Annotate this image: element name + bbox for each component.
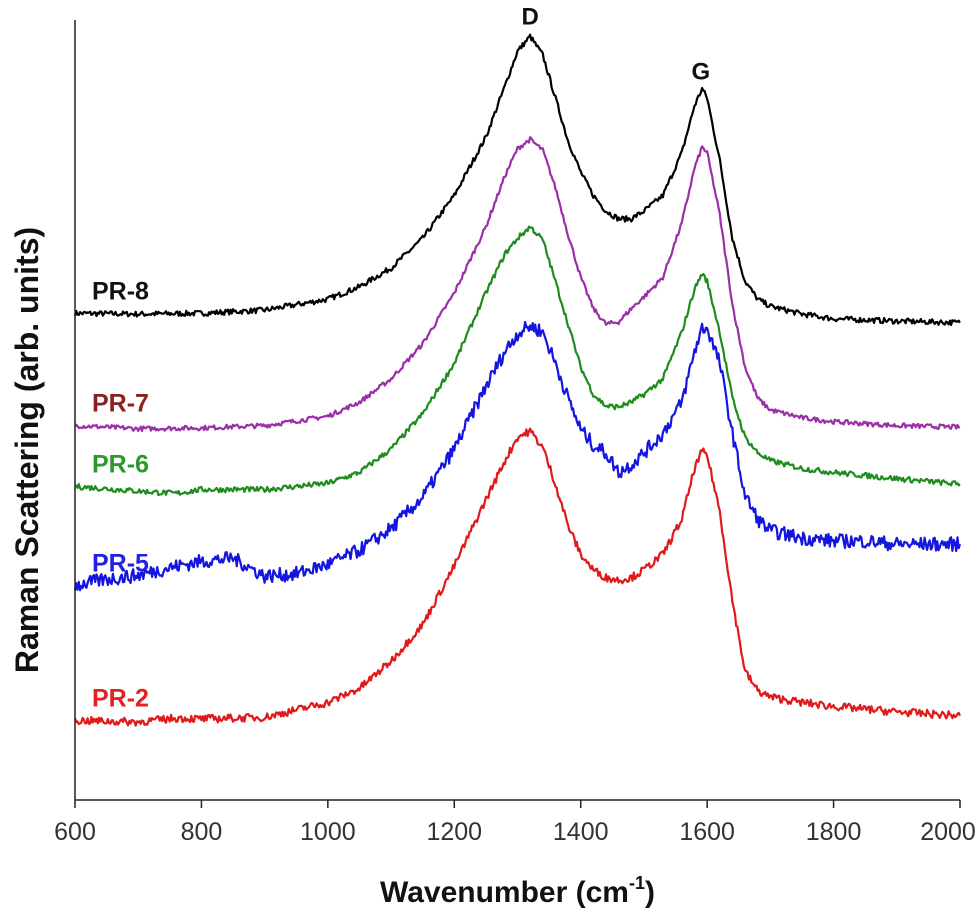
x-ticks: 600 800 1000 1200 1400 1600 1800 2000 — [54, 800, 976, 846]
axes — [74, 20, 960, 801]
series-label-pr-8: PR-8 — [92, 277, 149, 305]
x-tick-label: 1600 — [679, 818, 735, 846]
x-tick-label: 2000 — [920, 818, 976, 846]
series-label-pr-2: PR-2 — [92, 684, 149, 712]
peak-label-d: D — [521, 3, 538, 30]
x-tick-label: 1000 — [300, 818, 356, 846]
x-tick-label: 1800 — [806, 818, 862, 846]
x-tick-label: 600 — [54, 818, 96, 846]
x-tick-label: 800 — [181, 818, 223, 846]
series-label-pr-6: PR-6 — [92, 450, 149, 478]
series-line-pr-5 — [73, 320, 962, 592]
x-axis-title-end: ) — [645, 876, 655, 909]
series-line-pr-8 — [73, 33, 961, 327]
y-axis-title: Raman Scattering (arb. units) — [9, 227, 45, 673]
peak-label-g: G — [691, 59, 710, 86]
series-labels: PR-8 PR-7 PR-6 PR-5 PR-2 — [92, 277, 149, 712]
x-axis-title-main: Wavenumber (cm — [380, 876, 629, 909]
x-axis-title-superscript: -1 — [629, 873, 645, 893]
series-label-pr-5: PR-5 — [92, 550, 149, 578]
series-line-pr-7 — [74, 136, 961, 433]
peak-labels: DG — [521, 3, 710, 85]
x-tick-label: 1200 — [426, 818, 482, 846]
x-axis-title: Wavenumber (cm-1) — [380, 873, 655, 909]
series-line-pr-2 — [73, 427, 962, 727]
x-tick-label: 1400 — [553, 818, 609, 846]
series-label-pr-7: PR-7 — [92, 390, 149, 418]
series-lines — [73, 33, 962, 727]
series-line-pr-6 — [74, 225, 961, 496]
